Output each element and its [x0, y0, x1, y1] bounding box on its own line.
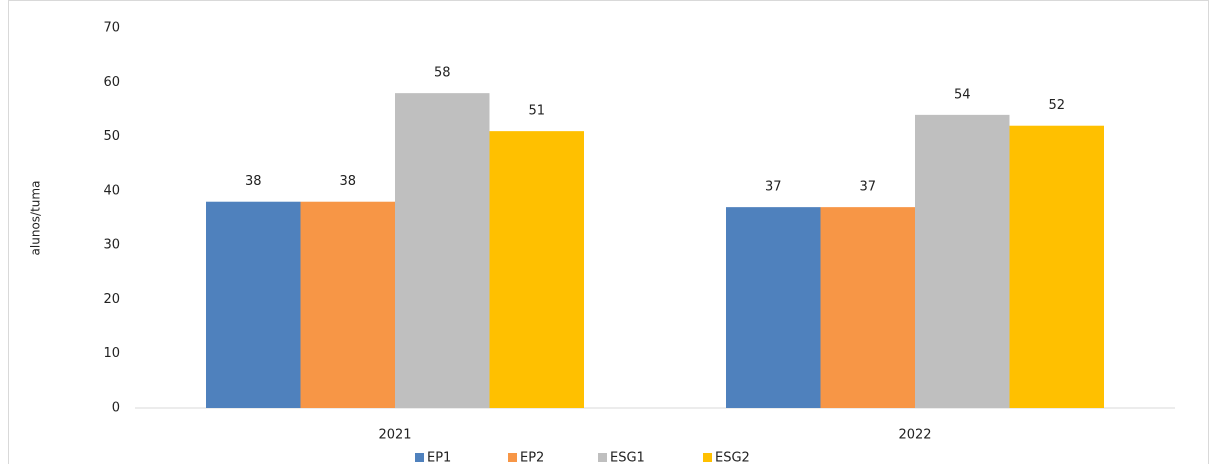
y-tick-label: 20 — [103, 292, 120, 307]
data-label: 37 — [859, 180, 876, 195]
y-tick-label: 30 — [103, 238, 120, 253]
data-label: 54 — [954, 87, 971, 102]
y-tick-label: 40 — [103, 183, 120, 198]
data-label: 38 — [245, 174, 262, 189]
bar — [206, 201, 301, 408]
bar — [300, 201, 395, 408]
y-axis-label: alunos/tuma — [29, 181, 43, 256]
legend-swatch — [598, 453, 607, 462]
data-label: 58 — [434, 66, 451, 81]
legend-label: EP2 — [520, 451, 544, 464]
legend-label: EP1 — [427, 451, 451, 464]
y-tick-label: 10 — [103, 346, 120, 361]
data-label: 52 — [1048, 98, 1065, 113]
bar — [489, 131, 584, 408]
bar — [820, 207, 915, 408]
y-tick-label: 70 — [103, 21, 120, 36]
chart-frame — [8, 0, 1209, 464]
legend-swatch — [703, 453, 712, 462]
legend-swatch — [415, 453, 424, 462]
bar — [1009, 125, 1104, 408]
legend-swatch — [508, 453, 517, 462]
data-label: 51 — [528, 104, 545, 119]
y-tick-label: 60 — [103, 75, 120, 90]
legend-label: ESG1 — [610, 451, 645, 464]
y-tick-label: 0 — [112, 401, 120, 416]
y-tick-label: 50 — [103, 129, 120, 144]
data-label: 37 — [765, 180, 782, 195]
bar — [915, 114, 1010, 408]
legend-label: ESG2 — [715, 451, 750, 464]
bar — [395, 93, 490, 409]
bar — [726, 207, 821, 408]
x-tick-label: 2022 — [898, 428, 931, 443]
x-tick-label: 2021 — [378, 428, 411, 443]
data-label: 38 — [339, 174, 356, 189]
